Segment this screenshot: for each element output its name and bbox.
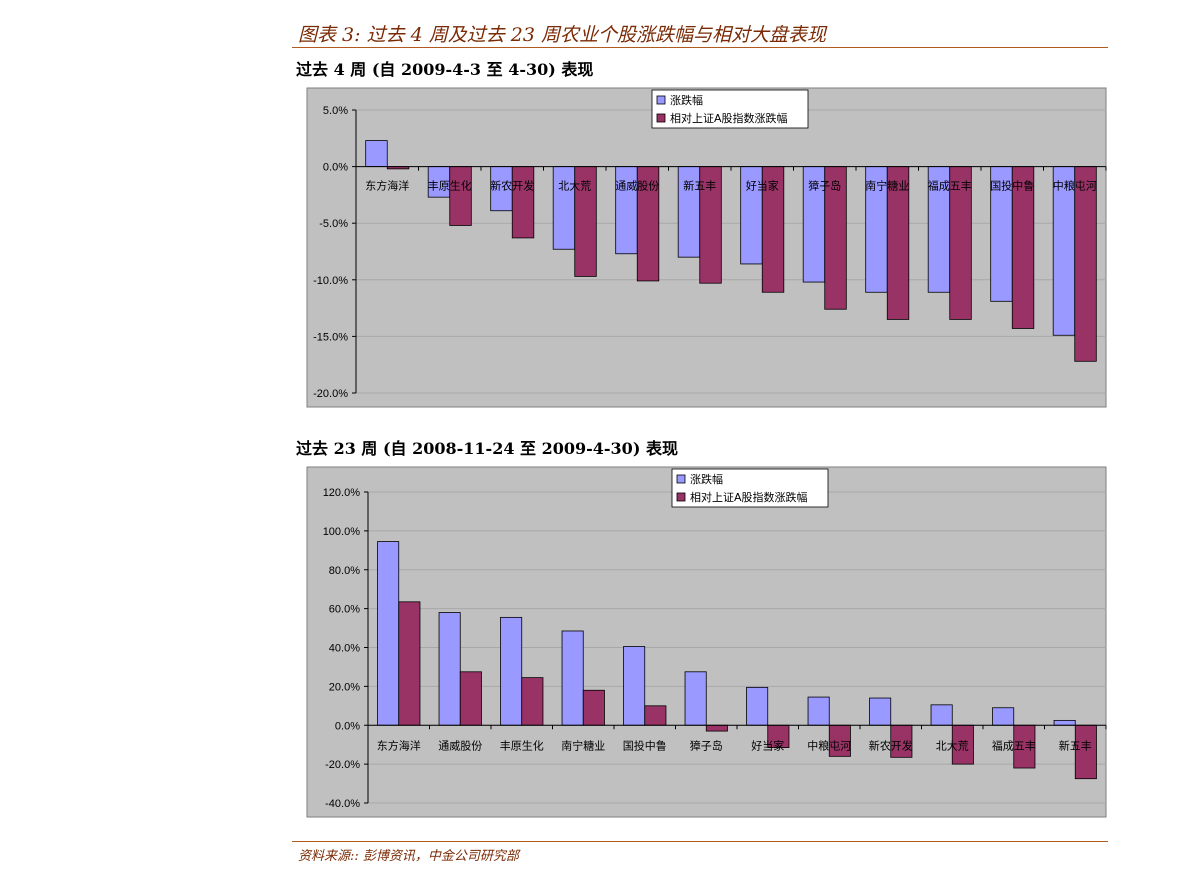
chart1-legend	[651, 89, 809, 129]
chart2-category-label: 新五丰	[1059, 738, 1092, 752]
chart2-category-label: 新农开发	[869, 738, 913, 752]
chart1-category-label: 中粮屯河	[1053, 179, 1097, 193]
chart2-ytick-label: 80.0%	[329, 565, 360, 577]
chart2-legend-swatch	[676, 474, 686, 484]
chart2-bar-relative	[521, 677, 544, 726]
chart2-ytick-label: 60.0%	[329, 604, 360, 616]
chart1-legend-label: 涨跌幅	[670, 93, 703, 107]
chart2-category-label: 獐子岛	[690, 738, 723, 752]
chart2-ytick-label: -40.0%	[325, 798, 360, 810]
source-note: 资料来源:: 彭博资讯，中金公司研究部	[298, 849, 519, 864]
figure-title: 图表 3: 过去 4 周及过去 23 周农业个股涨跌幅与相对大盘表现	[298, 24, 826, 46]
chart2-bar-change	[869, 697, 892, 726]
chart1-category-label: 南宁糖业	[865, 179, 909, 193]
chart2-legend-label: 相对上证A股指数涨跌幅	[690, 490, 808, 504]
chart1-category-label: 好当家	[746, 179, 779, 193]
chart2-bar-change	[684, 671, 707, 726]
chart1-legend-swatch	[656, 95, 666, 105]
chart1-category-label: 新农开发	[490, 179, 534, 193]
chart2-category-label: 国投中鲁	[623, 738, 667, 752]
chart2-bar-relative	[459, 671, 482, 726]
chart2-bar-change	[438, 612, 461, 726]
chart1-ytick-label: -20.0%	[313, 388, 348, 400]
chart2-bar-relative	[705, 724, 728, 732]
chart2-bar-change	[500, 616, 523, 726]
chart1-legend-label: 相对上证A股指数涨跌幅	[670, 111, 788, 125]
chart2-category-label: 好当家	[751, 738, 784, 752]
chart1-title: 过去 4 周 (自 2009-4-3 至 4-30) 表现	[296, 60, 594, 79]
chart1-category-label: 国投中鲁	[990, 179, 1034, 193]
chart2-bar-relative	[582, 689, 605, 726]
chart1-category-label: 新五丰	[683, 179, 716, 193]
chart1-legend-swatch	[656, 113, 666, 123]
chart2-bar-change	[746, 686, 769, 726]
chart2-bar-change	[807, 696, 830, 726]
chart2-bar-relative	[644, 705, 667, 726]
chart1-ytick-label: 0.0%	[323, 162, 348, 174]
chart2-ytick-label: 20.0%	[329, 681, 360, 693]
bottom-rule	[292, 841, 1108, 842]
chart2-category-label: 通威股份	[438, 739, 482, 752]
chart2-category-label: 福成五丰	[992, 738, 1036, 752]
chart2-legend-swatch	[676, 492, 686, 502]
chart1-category-label: 通威股份	[615, 180, 659, 193]
chart1-category-label: 北大荒	[558, 179, 591, 193]
chart2-category-label: 丰原生化	[500, 738, 544, 752]
chart2-bar-change	[561, 630, 584, 726]
chart2-category-label: 北大荒	[936, 738, 969, 752]
chart2-ytick-label: -20.0%	[325, 759, 360, 771]
chart2-category-label: 中粮屯河	[807, 738, 851, 752]
chart2-bar-change	[623, 646, 646, 726]
chart2-bar-change	[1053, 719, 1076, 726]
chart2-bar-relative	[398, 601, 421, 726]
chart2-category-label: 南宁糖业	[561, 738, 605, 752]
chart1-category-label: 丰原生化	[428, 179, 472, 193]
chart2-bar-change	[930, 704, 953, 726]
chart2-legend	[671, 468, 829, 508]
chart1-ytick-label: 5.0%	[323, 105, 348, 117]
chart1-category-label: 东方海洋	[365, 179, 409, 193]
chart2-ytick-label: 0.0%	[335, 720, 360, 732]
chart1-ytick-label: -15.0%	[313, 331, 348, 343]
top-rule	[292, 47, 1108, 48]
chart2-title: 过去 23 周 (自 2008-11-24 至 2009-4-30) 表现	[296, 439, 678, 458]
chart2-ytick-label: 120.0%	[323, 487, 361, 499]
chart1-category-label: 獐子岛	[808, 179, 841, 193]
chart2-legend-label: 涨跌幅	[690, 472, 723, 486]
chart1-category-label: 福成五丰	[928, 179, 972, 193]
chart2-ytick-label: 40.0%	[329, 643, 360, 655]
chart1-ytick-label: -10.0%	[313, 275, 348, 287]
chart1-ytick-label: -5.0%	[319, 218, 348, 230]
chart2-category-label: 东方海洋	[377, 738, 421, 752]
chart2-ytick-label: 100.0%	[323, 526, 361, 538]
chart2-bar-change	[992, 707, 1015, 726]
chart2-bar-change	[377, 541, 400, 726]
